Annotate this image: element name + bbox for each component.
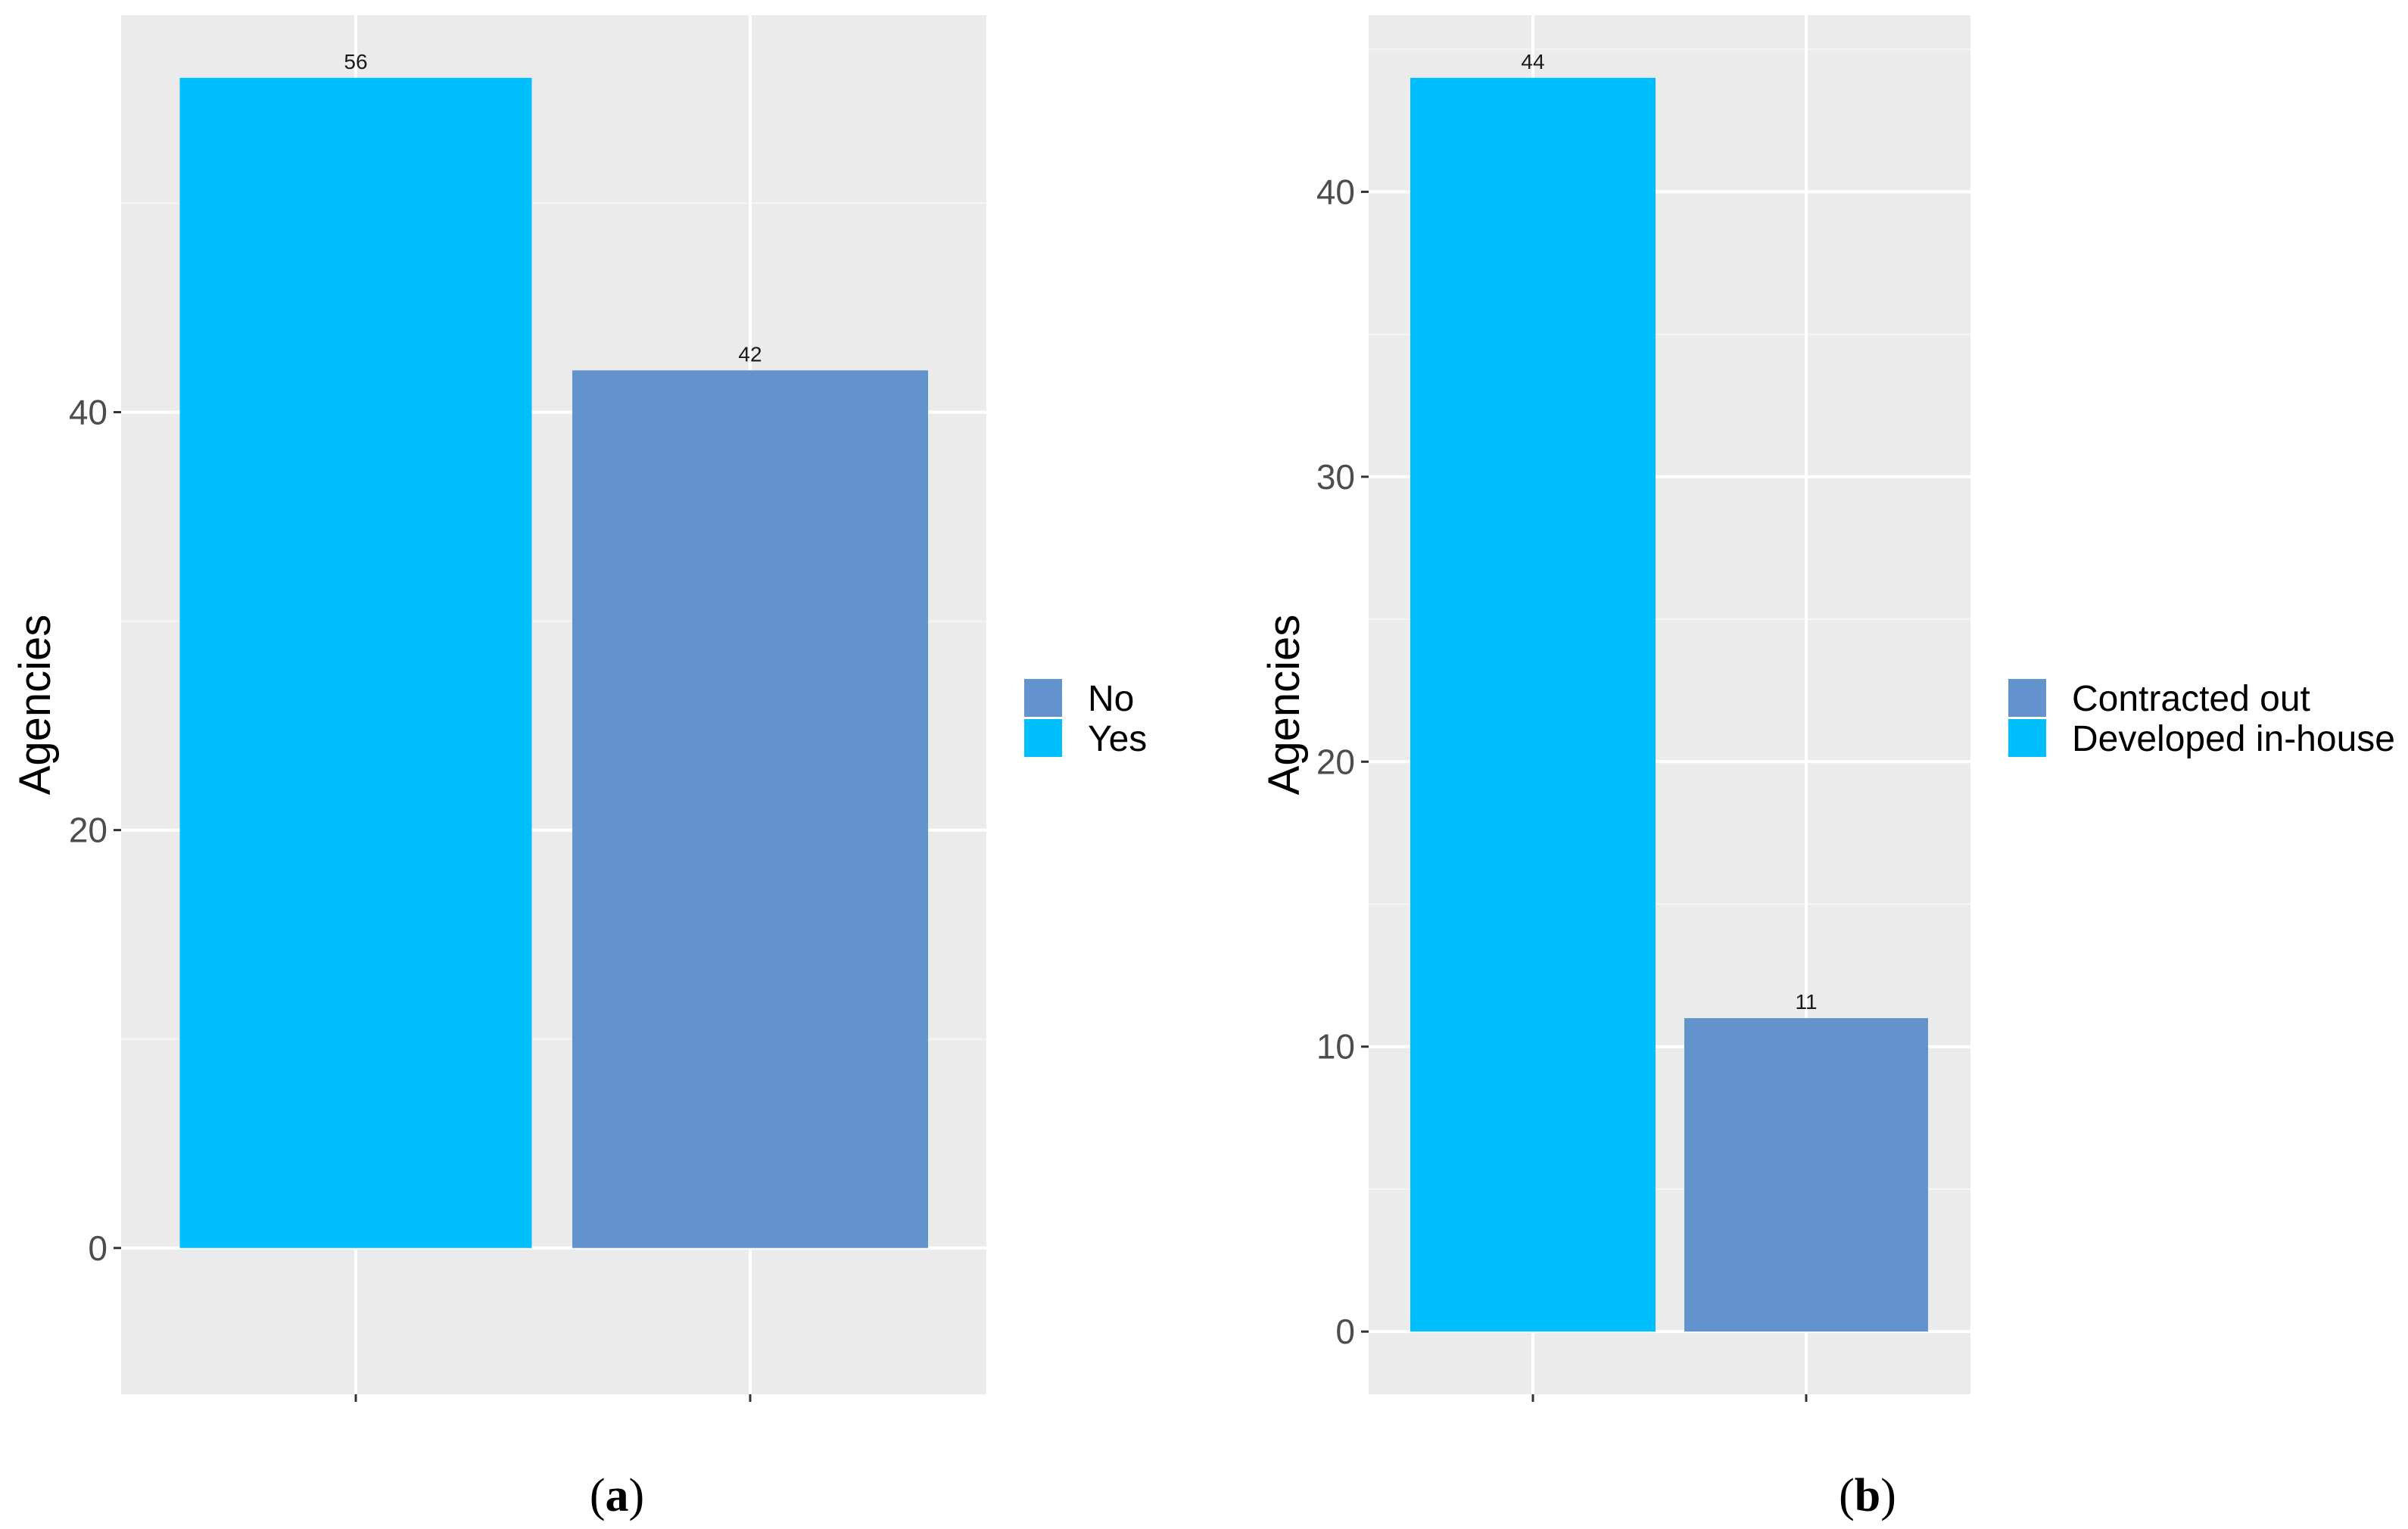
- legend-key: [2008, 719, 2046, 757]
- y-axis-title: Agencies: [1260, 615, 1309, 796]
- y-axis-title: Agencies: [11, 615, 60, 796]
- caption-letter: b: [1855, 1470, 1880, 1521]
- legend-label: Yes: [1088, 719, 1147, 759]
- bar-yes: [179, 77, 532, 1248]
- bar-data-label: 11: [1795, 990, 1817, 1014]
- y-tick-label: 20: [1316, 742, 1355, 781]
- legend-label: Developed in-house: [2072, 719, 2395, 759]
- bar-developed-in-house: [1410, 77, 1656, 1332]
- caption-paren-close: ): [629, 1470, 645, 1521]
- legend-key: [1024, 679, 1062, 717]
- bar-data-label: 56: [344, 50, 367, 73]
- caption-paren-open: (: [1839, 1470, 1855, 1521]
- legend-key: [2008, 679, 2046, 717]
- caption-paren-open: (: [590, 1470, 606, 1521]
- bar-no: [572, 370, 928, 1248]
- bar-data-label: 44: [1521, 50, 1544, 73]
- caption-letter: a: [606, 1470, 629, 1521]
- legend-label: Contracted out: [2072, 679, 2310, 719]
- panel-caption: (a): [590, 1470, 644, 1521]
- bar-data-label: 42: [738, 342, 762, 366]
- y-tick-label: 30: [1316, 457, 1355, 497]
- caption-paren-close: ): [1880, 1470, 1896, 1521]
- bar-contracted-out: [1684, 1018, 1928, 1332]
- y-tick-label: 40: [69, 393, 107, 432]
- chart-panel-b: 44 11 0 10 20 30 40 Agencies Contracted outDevel…: [1260, 15, 2395, 1521]
- y-tick-label: 40: [1316, 172, 1355, 211]
- y-tick-label: 0: [88, 1228, 107, 1268]
- y-tick-label: 0: [1335, 1312, 1355, 1351]
- legend-label: No: [1088, 679, 1134, 719]
- panel-caption: (b): [1839, 1470, 1896, 1521]
- y-tick-label: 20: [69, 811, 107, 850]
- y-tick-label: 10: [1316, 1027, 1355, 1067]
- legend-key: [1024, 719, 1062, 757]
